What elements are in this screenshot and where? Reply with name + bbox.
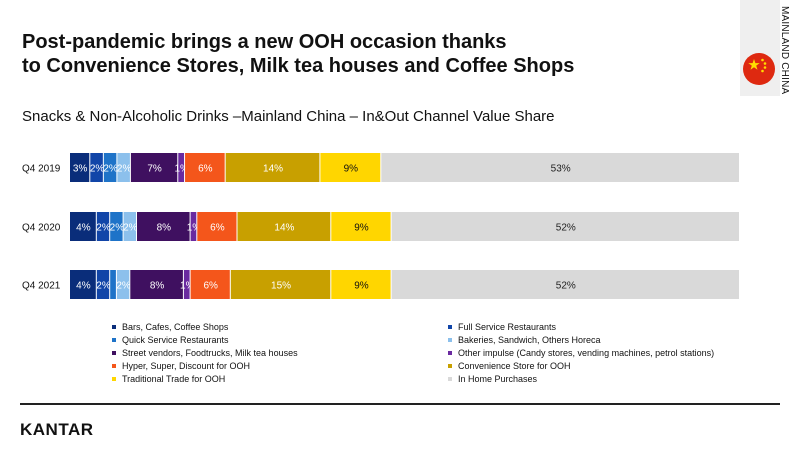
legend-label: Convenience Store for OOH — [458, 361, 571, 371]
legend-label: Bakeries, Sandwich, Others Horeca — [458, 335, 601, 345]
data-label: 6% — [198, 164, 213, 175]
bar-segment — [130, 153, 178, 182]
data-label: 7% — [147, 164, 162, 175]
legend-swatch — [448, 338, 452, 342]
data-label: 9% — [354, 281, 369, 292]
legend-swatch — [448, 364, 452, 368]
bar-segment — [331, 212, 391, 241]
bar-segment — [237, 212, 331, 241]
bar-segment — [391, 270, 739, 299]
legend-swatch — [112, 325, 116, 329]
footer-rule — [20, 403, 780, 405]
data-label: 3% — [73, 164, 88, 175]
bar-segment — [320, 153, 381, 182]
category-label: Q4 2020 — [22, 223, 61, 234]
bar-segment — [178, 153, 185, 182]
kantar-logo: KANTAR — [20, 420, 94, 439]
legend-label: Hyper, Super, Discount for OOH — [122, 361, 251, 371]
data-label: 6% — [210, 223, 225, 234]
stacked-bar-chart: Q4 2019 3% 2% 2% 2% 7% 1% 6% 14% 9% 53%Q4 2020 4% 2%… — [22, 153, 739, 299]
title-line-1: Post-pandemic brings a new OOH occasion … — [22, 31, 507, 53]
bar-segment — [197, 212, 237, 241]
bar-segment — [185, 153, 225, 182]
bar-segment — [96, 270, 110, 299]
data-label: 15% — [271, 281, 291, 292]
data-label: 52% — [556, 281, 576, 292]
title-line-2: to Convenience Stores, Milk tea houses a… — [22, 55, 575, 77]
legend-label: In Home Purchases — [458, 374, 538, 384]
bar-segment — [96, 212, 110, 241]
data-label: 4% — [76, 281, 91, 292]
data-label: 4% — [76, 223, 91, 234]
legend-swatch — [448, 325, 452, 329]
data-label: 2% — [123, 223, 138, 234]
data-label: 53% — [551, 164, 571, 175]
data-label: 1% — [187, 223, 202, 234]
bar-segment — [130, 270, 183, 299]
data-label: 8% — [157, 223, 172, 234]
bar-segment — [381, 153, 739, 182]
data-label: 2% — [96, 281, 111, 292]
page-title: Post-pandemic brings a new OOH occasion … — [22, 30, 662, 78]
data-label: 2% — [110, 223, 125, 234]
legend-label: Other impulse (Candy stores, vending mac… — [458, 348, 715, 358]
data-label: 2% — [117, 164, 132, 175]
bar-segment — [137, 212, 190, 241]
data-label: 52% — [556, 223, 576, 234]
data-label: 1% — [174, 164, 189, 175]
category-label: Q4 2021 — [22, 281, 61, 292]
legend-label: Street vendors, Foodtrucks, Milk tea hou… — [122, 348, 298, 358]
bar-segment — [90, 153, 103, 182]
bar-segment — [116, 270, 130, 299]
bar-segment — [331, 270, 391, 299]
data-label: 2% — [96, 223, 111, 234]
data-label: 2% — [103, 164, 118, 175]
china-flag-icon — [743, 53, 775, 85]
legend-swatch — [448, 377, 452, 381]
bar-segment — [190, 270, 230, 299]
bar-segment — [190, 212, 197, 241]
flag-big-star — [748, 59, 760, 70]
flag-small-star — [761, 58, 764, 62]
bar-segment — [391, 212, 739, 241]
data-label: 9% — [354, 223, 369, 234]
data-label: 6% — [203, 281, 218, 292]
flag-circle — [743, 53, 775, 85]
bar-segment — [117, 153, 130, 182]
flag-small-star — [763, 62, 767, 65]
flag-small-star — [761, 69, 764, 73]
bar-segment — [70, 270, 96, 299]
bar-segment — [123, 212, 136, 241]
chart-subtitle: Snacks & Non-Alcoholic Drinks –Mainland … — [22, 108, 555, 125]
legend-swatch — [448, 351, 452, 355]
data-label: 8% — [150, 281, 165, 292]
legend-label: Traditional Trade for OOH — [122, 374, 226, 384]
data-label: 14% — [263, 164, 283, 175]
legend-label: Quick Service Restaurants — [122, 335, 229, 345]
legend-swatch — [112, 351, 116, 355]
bar-segment — [70, 153, 90, 182]
data-label: 14% — [274, 223, 294, 234]
data-label: 1% — [180, 281, 195, 292]
bar-segment — [230, 270, 331, 299]
bar-segment — [110, 212, 123, 241]
bar-segment — [110, 270, 116, 299]
bar-segment — [70, 212, 96, 241]
legend-label: Bars, Cafes, Coffee Shops — [122, 322, 229, 332]
legend-label: Full Service Restaurants — [458, 322, 557, 332]
legend-swatch — [112, 338, 116, 342]
flag-small-star — [763, 66, 767, 69]
data-label: 9% — [344, 164, 359, 175]
bar-segment — [225, 153, 320, 182]
bar-segment — [103, 153, 117, 182]
bar-segment — [183, 270, 190, 299]
legend-swatch — [112, 377, 116, 381]
data-label: 2% — [116, 281, 131, 292]
legend-swatch — [112, 364, 116, 368]
region-label: MAINLAND CHINA — [779, 6, 790, 95]
category-label: Q4 2019 — [22, 164, 61, 175]
data-label: 2% — [90, 164, 105, 175]
